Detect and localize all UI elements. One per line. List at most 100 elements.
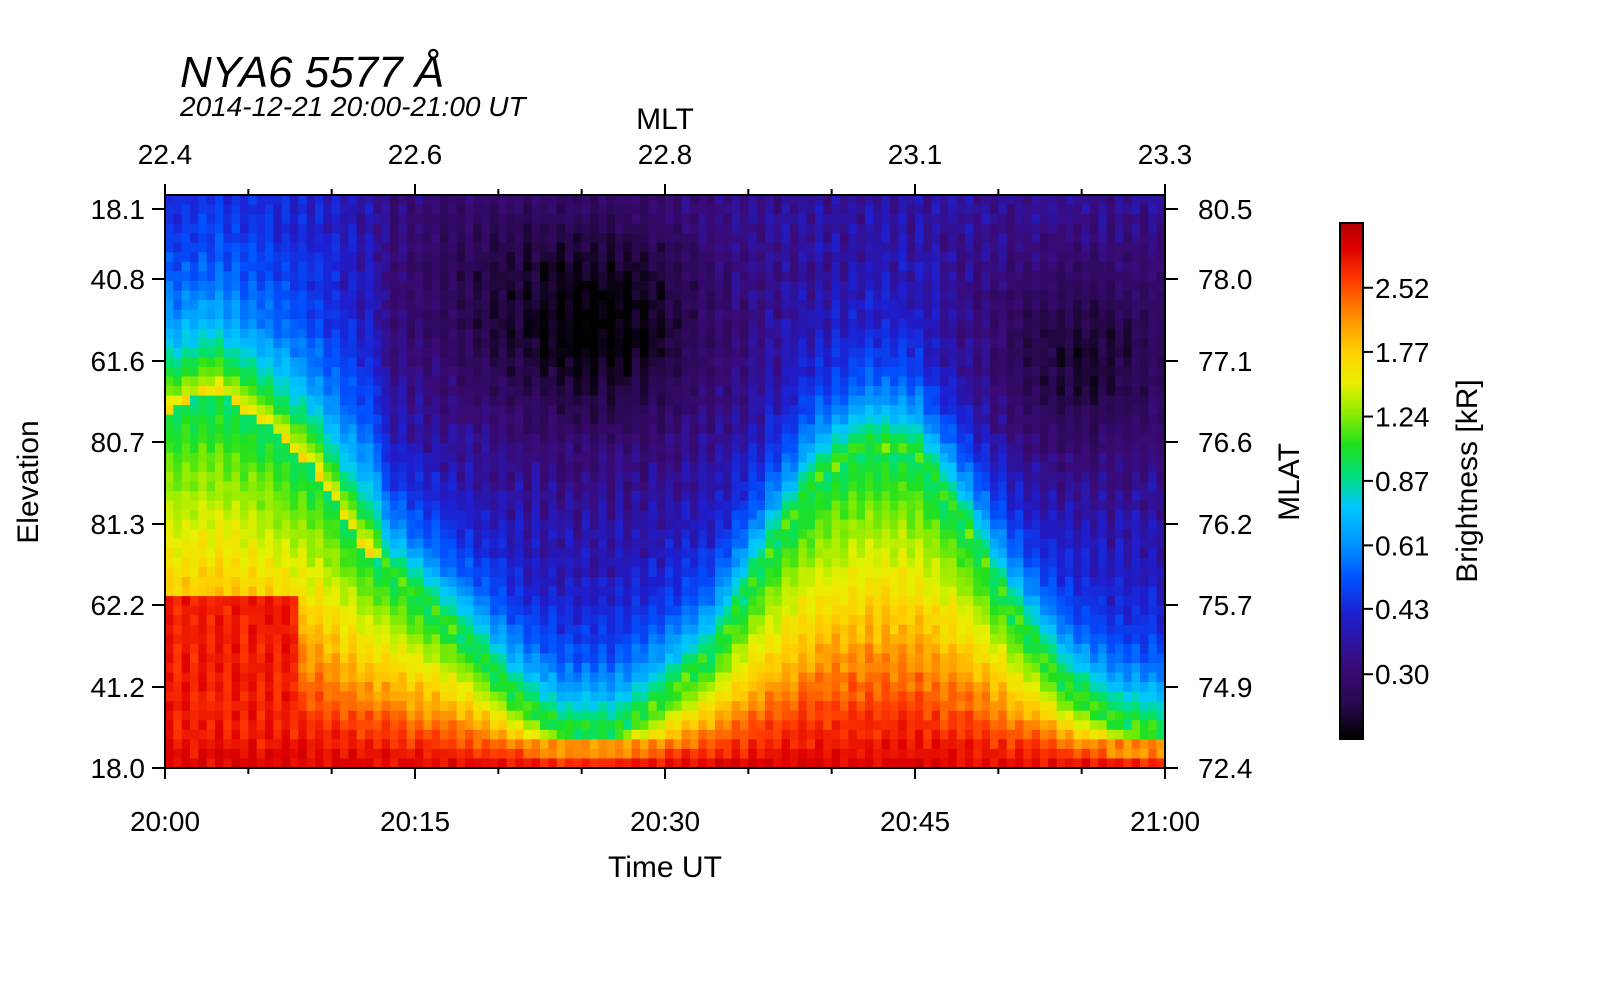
heatmap-cell <box>381 500 391 511</box>
heatmap-cell <box>806 357 816 368</box>
heatmap-cell <box>265 643 274 654</box>
heatmap-cell <box>473 223 483 234</box>
heatmap-cell <box>823 252 833 263</box>
heatmap-cell <box>506 271 516 282</box>
heatmap-cell <box>240 452 249 463</box>
heatmap-cell <box>498 720 508 731</box>
heatmap-cell <box>690 662 699 674</box>
heatmap-cell <box>623 510 633 521</box>
heatmap-cell <box>490 357 499 368</box>
heatmap-cell <box>290 701 299 712</box>
heatmap-cell <box>840 347 849 358</box>
heatmap-cell <box>473 605 483 616</box>
heatmap-cell <box>731 462 741 473</box>
heatmap-cell <box>440 328 449 339</box>
heatmap-cell <box>523 557 533 569</box>
heatmap-cell <box>723 405 733 416</box>
heatmap-cell <box>315 624 324 635</box>
heatmap-cell <box>515 214 524 225</box>
heatmap-cell <box>415 519 424 530</box>
heatmap-cell <box>681 214 691 225</box>
heatmap-cell <box>190 433 199 444</box>
heatmap-cell <box>673 414 683 425</box>
heatmap-cell <box>648 204 658 215</box>
heatmap-cell <box>623 624 633 635</box>
heatmap-cell <box>240 204 249 215</box>
heatmap-cell <box>840 252 849 263</box>
heatmap-cell <box>781 615 791 626</box>
heatmap-cell <box>690 710 699 721</box>
heatmap-cell <box>823 701 833 712</box>
heatmap-cell <box>348 252 358 263</box>
heatmap-cell <box>240 214 249 225</box>
heatmap-cell <box>606 252 616 263</box>
heatmap-cell <box>273 233 283 244</box>
heatmap-cell <box>773 682 783 693</box>
heatmap-cell <box>606 319 616 330</box>
heatmap-cell <box>265 195 274 206</box>
heatmap-cell <box>190 319 199 330</box>
heatmap-cell <box>340 462 349 473</box>
heatmap-cell <box>223 672 233 683</box>
heatmap-cell <box>381 300 391 311</box>
heatmap-cell <box>298 605 308 616</box>
heatmap-cell <box>706 481 716 492</box>
heatmap-cell <box>615 433 624 444</box>
heatmap-cell <box>373 271 383 282</box>
heatmap-cell <box>615 605 624 616</box>
heatmap-cell <box>415 366 424 378</box>
heatmap-cell <box>431 233 441 244</box>
heatmap-cell <box>340 204 349 215</box>
heatmap-cell <box>215 471 224 483</box>
heatmap-cell <box>181 452 191 463</box>
heatmap-cell <box>623 577 633 588</box>
heatmap-cell <box>640 682 649 693</box>
heatmap-cell <box>398 720 408 731</box>
heatmap-cell <box>523 424 533 435</box>
heatmap-cell <box>715 223 724 234</box>
heatmap-cell <box>198 615 208 626</box>
heatmap-cell <box>240 252 249 263</box>
heatmap-cell <box>173 491 183 502</box>
heatmap-cell <box>481 548 491 559</box>
heatmap-cell <box>315 529 324 540</box>
heatmap-cell <box>656 662 666 674</box>
heatmap-cell <box>198 662 208 674</box>
heatmap-cell <box>290 328 299 339</box>
heatmap-cell <box>340 395 349 406</box>
heatmap-cell <box>223 538 233 549</box>
heatmap-cell <box>398 252 408 263</box>
heatmap-cell <box>365 233 374 244</box>
heatmap-cell <box>406 624 416 635</box>
heatmap-cell <box>240 634 249 645</box>
heatmap-cell <box>356 548 366 559</box>
heatmap-cell <box>581 577 591 588</box>
heatmap-cell <box>815 242 824 253</box>
heatmap-cell <box>781 748 791 760</box>
heatmap-cell <box>290 748 299 760</box>
heatmap-cell <box>665 691 674 702</box>
heatmap-cell <box>165 500 174 511</box>
heatmap-cell <box>481 557 491 569</box>
heatmap-cell <box>306 596 316 607</box>
heatmap-cell <box>306 682 316 693</box>
heatmap-cell <box>548 634 558 645</box>
heatmap-cell <box>340 443 349 454</box>
heatmap-cell <box>565 529 574 540</box>
heatmap-cell <box>806 462 816 473</box>
heatmap-cell <box>465 405 474 416</box>
heatmap-cell <box>831 682 841 693</box>
heatmap-cell <box>681 491 691 502</box>
heatmap-cell <box>831 300 841 311</box>
heatmap-cell <box>648 662 658 674</box>
heatmap-cell <box>248 204 258 215</box>
heatmap-cell <box>640 386 649 397</box>
heatmap-cell <box>356 366 366 378</box>
heatmap-cell <box>473 261 483 272</box>
heatmap-cell <box>315 500 324 511</box>
heatmap-cell <box>198 223 208 234</box>
heatmap-cell <box>523 519 533 530</box>
heatmap-cell <box>531 395 541 406</box>
heatmap-cell <box>698 510 708 521</box>
heatmap-cell <box>431 662 441 674</box>
